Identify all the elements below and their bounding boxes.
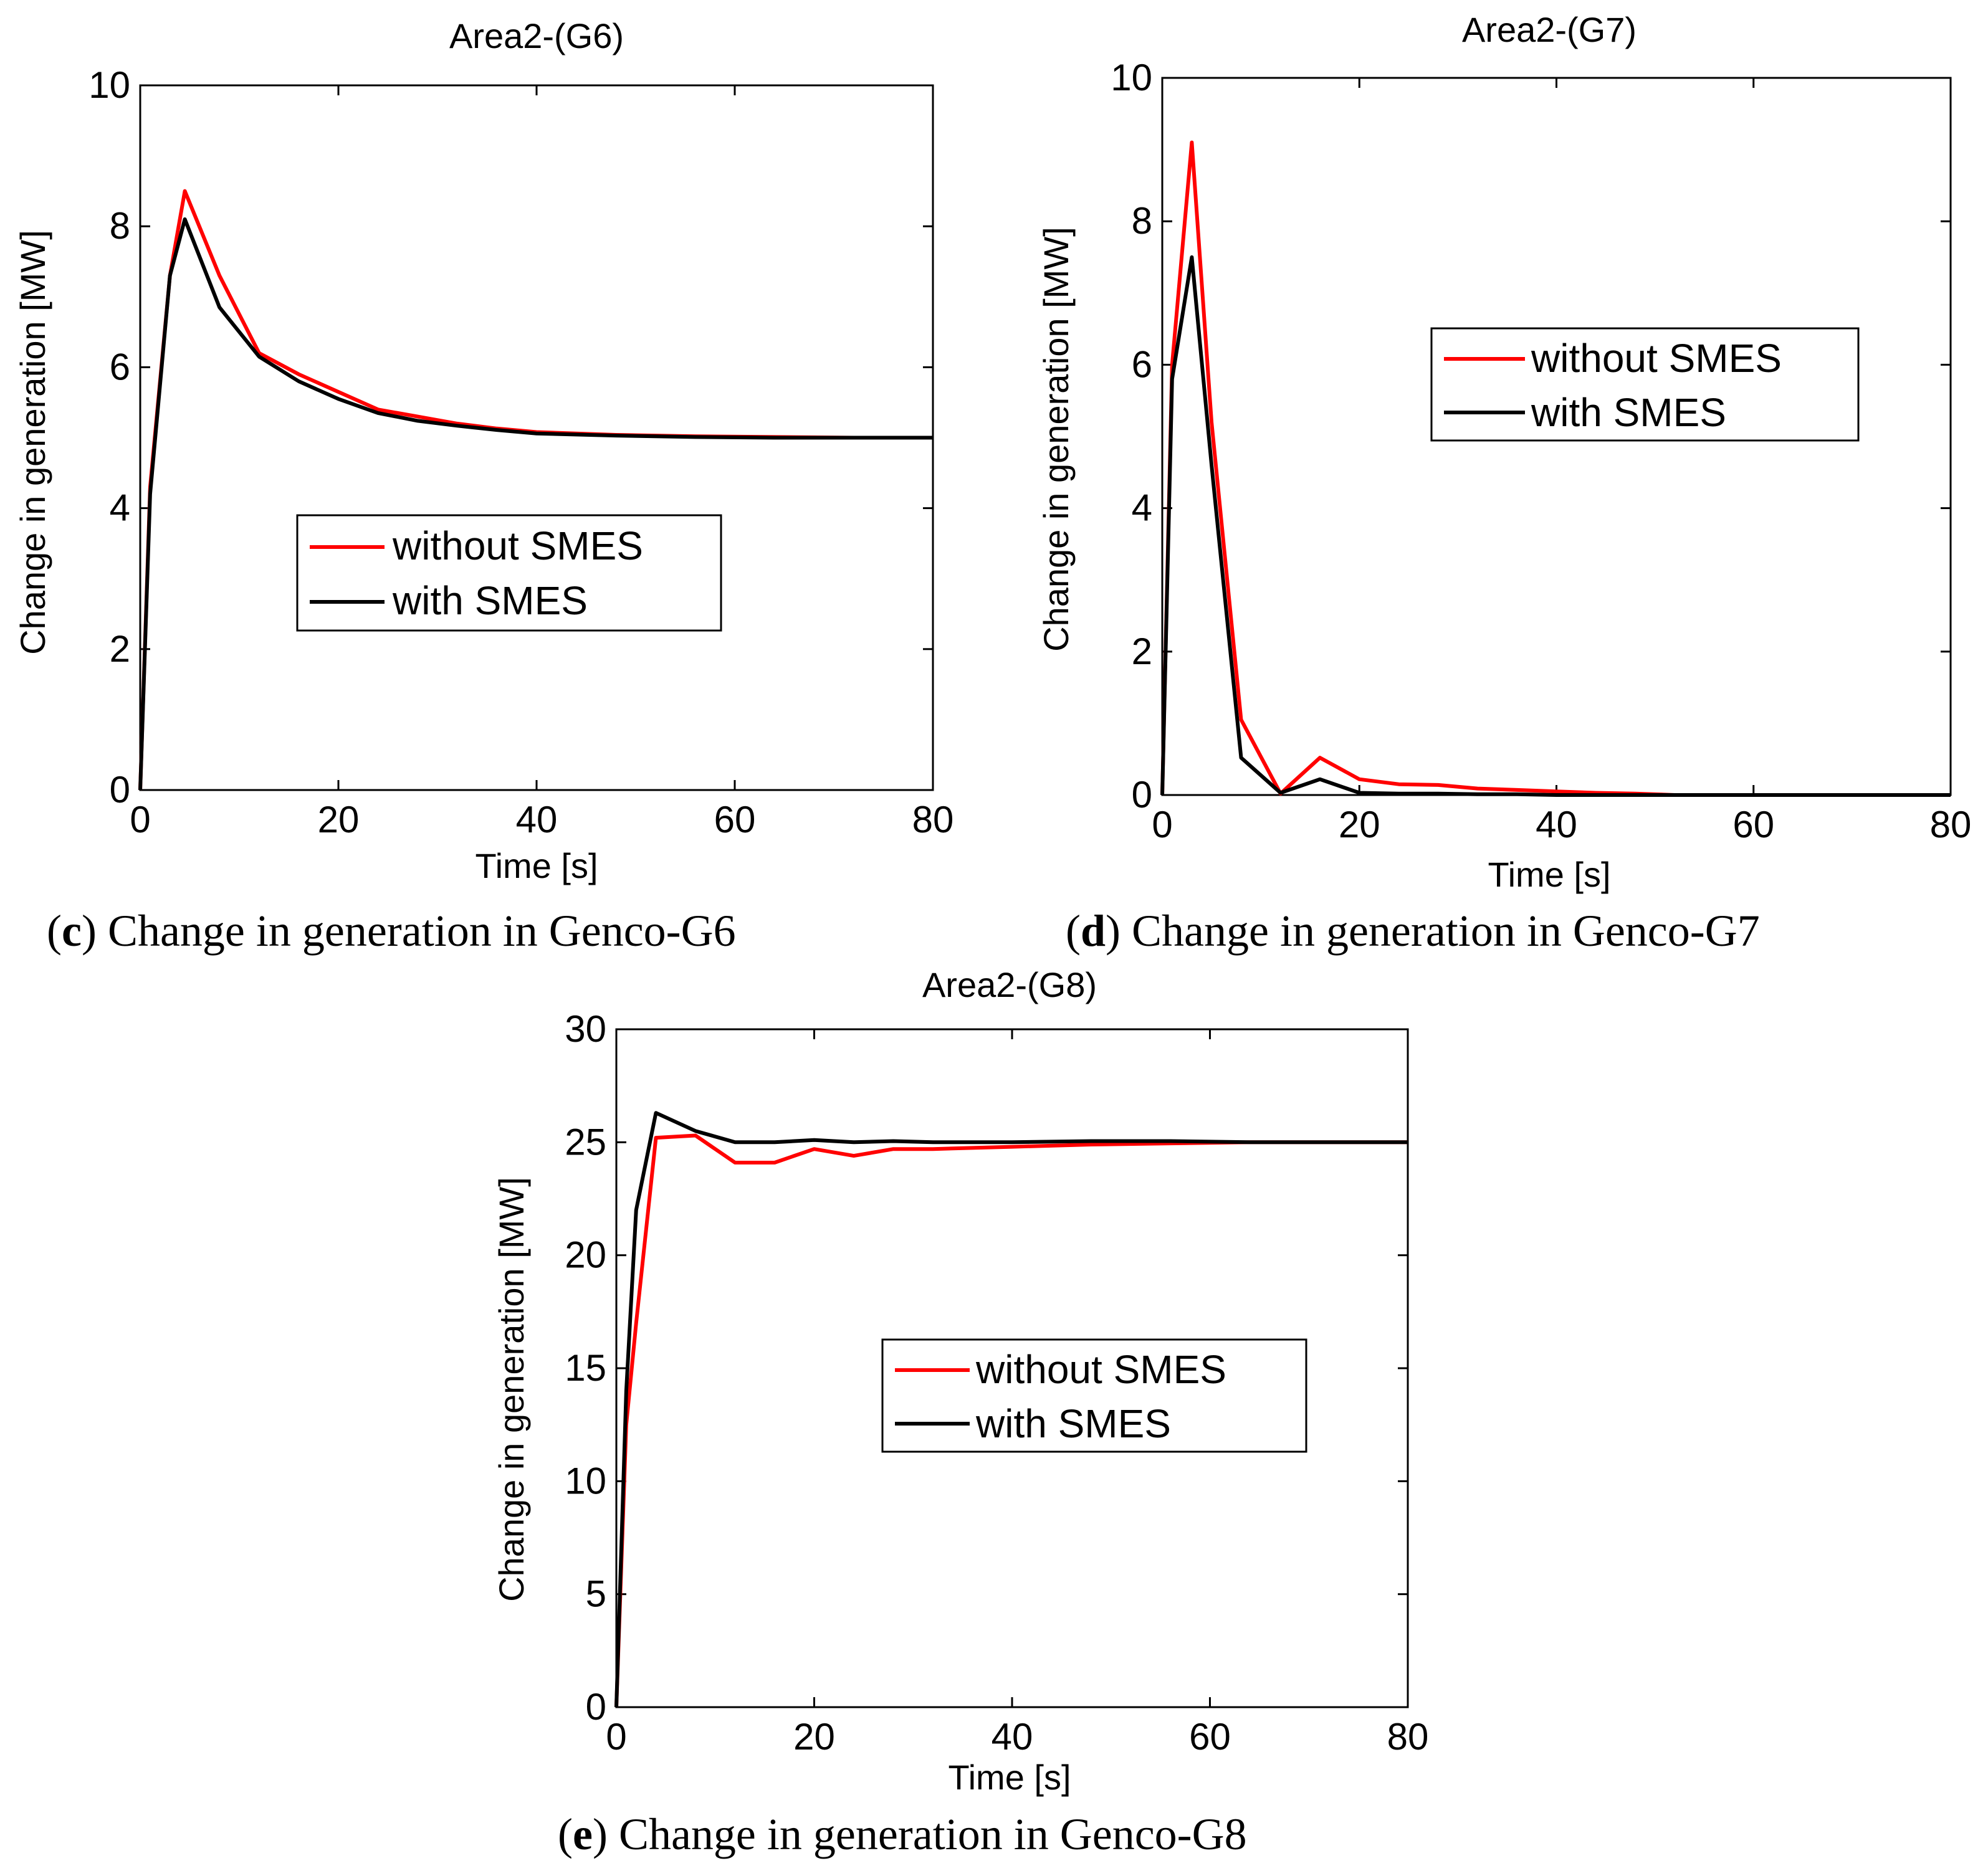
x-tick-label-g7: 20 — [1339, 804, 1380, 845]
legend-box-g6 — [296, 514, 722, 632]
y-tick-label-g6: 2 — [110, 628, 130, 670]
y-tick-label-g8: 15 — [565, 1347, 606, 1389]
caption-text-g7: Change in generation in Genco-G7 — [1132, 906, 1760, 956]
legend-label-without-smes-g8: without SMES — [975, 1347, 1226, 1392]
chart-title-g6: Area2-(G6) — [449, 16, 624, 55]
caption-text-g6: Change in generation in Genco-G6 — [108, 906, 736, 956]
legend-g8: without SMES with SMES — [881, 1338, 1307, 1453]
legend-g7: without SMES with SMES — [1430, 327, 1860, 442]
x-tick-label-g6: 80 — [912, 799, 954, 840]
y-tick-label-g7: 6 — [1132, 343, 1152, 385]
chart-panel-g6: Area2-(G6) Change in generation [MW] Tim… — [13, 16, 953, 956]
caption-letter-g7: d — [1081, 906, 1106, 956]
y-tick-label-g8: 25 — [565, 1121, 606, 1163]
plot-area-g7: 0 20 40 60 80 0 2 4 6 8 10 — [1111, 57, 1971, 845]
y-tick-label-g6: 6 — [110, 346, 130, 388]
y-tick-label-g8: 10 — [565, 1460, 606, 1502]
y-tick-label-g6: 0 — [110, 769, 130, 811]
x-tick-label-g8: 20 — [793, 1716, 835, 1758]
x-tick-label-g6: 60 — [714, 799, 756, 840]
legend-label-with-smes-g8: with SMES — [975, 1401, 1171, 1446]
series-line-without-smes-g6 — [138, 189, 933, 791]
y-axis-label-g6: Change in generation [MW] — [13, 230, 52, 655]
caption-letter-g6: c — [62, 906, 82, 956]
x-axis-label-g6: Time [s] — [475, 846, 598, 885]
x-tick-label-g7: 0 — [1152, 804, 1172, 845]
svg-text:(d) Change in generation in Ge: (d) Change in generation in Genco-G7 — [1066, 906, 1760, 956]
legend-box-g8 — [881, 1338, 1307, 1453]
y-tick-label-g6: 10 — [88, 64, 130, 106]
legend-label-without-smes-g6: without SMES — [392, 523, 643, 568]
caption-g6: (c) Change in generation in Genco-G6 — [47, 906, 736, 956]
x-tick-label-g8: 0 — [606, 1716, 626, 1758]
caption-letter-g8: e — [573, 1809, 593, 1859]
plot-area-g8: 0 20 40 60 80 0 5 10 15 20 25 30 — [565, 1008, 1428, 1758]
y-tick-label-g8: 0 — [586, 1686, 606, 1728]
series-line-with-smes-g7 — [1160, 255, 1951, 797]
caption-g8: (e) Change in generation in Genco-G8 — [558, 1809, 1247, 1859]
plot-area-g6: 0 20 40 60 80 0 2 4 6 8 10 — [88, 64, 953, 840]
y-axis-label-g7: Change in generation [MW] — [1036, 227, 1076, 652]
y-axis-label-g8: Change in generation [MW] — [492, 1177, 531, 1602]
caption-text-g8: Change in generation in Genco-G8 — [619, 1809, 1247, 1859]
chart-panel-g8: Area2-(G8) Change in generation [MW] Tim… — [492, 965, 1428, 1859]
y-tick-label-g8: 5 — [586, 1573, 606, 1615]
x-tick-label-g6: 0 — [130, 799, 150, 840]
chart-panel-g7: Area2-(G7) Change in generation [MW] Tim… — [1036, 10, 1971, 956]
y-tick-label-g8: 20 — [565, 1234, 606, 1276]
legend-label-with-smes-g7: with SMES — [1531, 390, 1726, 435]
legend-g6: without SMES with SMES — [296, 514, 722, 632]
x-tick-label-g6: 40 — [516, 799, 558, 840]
caption-g7: (d) Change in generation in Genco-G7 — [1066, 906, 1760, 956]
legend-label-without-smes-g7: without SMES — [1531, 336, 1782, 381]
x-axis-label-g8: Time [s] — [948, 1758, 1071, 1797]
series-line-with-smes-g6 — [138, 217, 933, 791]
legend-label-with-smes-g6: with SMES — [392, 578, 588, 623]
y-tick-label-g7: 8 — [1132, 200, 1152, 242]
y-tick-label-g7: 2 — [1132, 631, 1152, 672]
series-line-without-smes-g7 — [1160, 140, 1951, 797]
y-tick-label-g7: 10 — [1111, 57, 1152, 98]
x-axis-label-g7: Time [s] — [1488, 855, 1610, 894]
x-tick-label-g7: 80 — [1930, 804, 1972, 845]
legend-box-g7 — [1430, 327, 1860, 442]
chart-title-g7: Area2-(G7) — [1462, 10, 1637, 49]
series-line-with-smes-g8 — [614, 1111, 1408, 1708]
x-tick-label-g6: 20 — [318, 799, 360, 840]
y-tick-label-g8: 30 — [565, 1008, 606, 1050]
x-tick-label-g8: 60 — [1189, 1716, 1231, 1758]
y-tick-label-g7: 0 — [1132, 774, 1152, 816]
svg-text:(e) Change in generation in Ge: (e) Change in generation in Genco-G8 — [558, 1809, 1247, 1859]
y-tick-label-g6: 8 — [110, 205, 130, 247]
svg-text:(c) Change in generation in Ge: (c) Change in generation in Genco-G6 — [47, 906, 736, 956]
y-tick-label-g6: 4 — [110, 487, 130, 529]
x-tick-label-g7: 60 — [1732, 804, 1774, 845]
chart-title-g8: Area2-(G8) — [922, 965, 1097, 1004]
x-tick-label-g8: 80 — [1387, 1716, 1429, 1758]
x-tick-label-g7: 40 — [1536, 804, 1577, 845]
x-tick-label-g8: 40 — [992, 1716, 1033, 1758]
y-tick-label-g7: 4 — [1132, 487, 1152, 529]
